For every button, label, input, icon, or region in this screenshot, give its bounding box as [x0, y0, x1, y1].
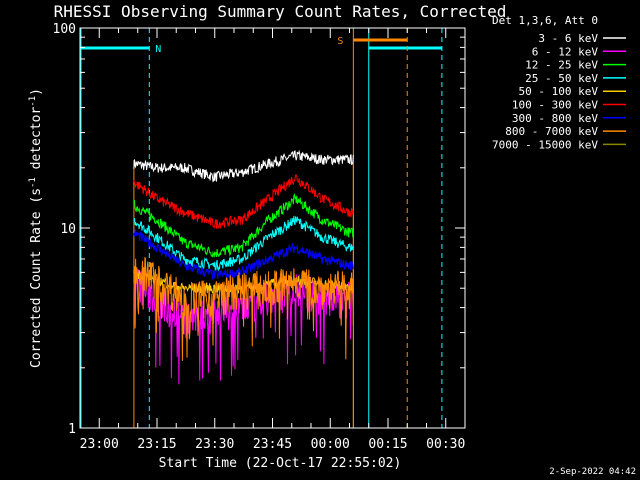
y-axis-label-end: ) [29, 88, 44, 96]
y-axis-label-main: Corrected Count Rate (s [29, 188, 44, 368]
timestamp: 2-Sep-2022 04:42 [549, 467, 636, 477]
series-line-2 [133, 215, 354, 272]
legend-label: 6 - 12 keV [532, 45, 599, 58]
series-line-0 [133, 149, 354, 183]
x-tick-label: 00:00 [311, 437, 350, 452]
legend-label: 7000 - 15000 keV [492, 138, 598, 151]
x-tick-label: 23:30 [195, 437, 234, 452]
y-axis-label-sup1: -1 [28, 177, 38, 188]
legend-label: 50 - 100 keV [519, 85, 599, 98]
y-axis-label-mid: detector [29, 107, 44, 178]
plot-area: NS [80, 28, 443, 428]
night-label: N [155, 44, 161, 55]
legend-header: Det 1,3,6, Att 0 [492, 14, 598, 27]
series-line-3 [133, 174, 354, 229]
y-axis-label: Corrected Count Rate (s-1 detector-1) [28, 88, 44, 368]
axes: 1 10 100 23:00 23:15 23:30 23:45 00:00 00:15 00:3… [53, 22, 466, 452]
x-axis-label: Start Time (22-Oct-17 22:55:02) [159, 456, 402, 471]
chart-title: RHESSI Observing Summary Count Rates, Co… [54, 2, 507, 21]
x-tick-label: 23:00 [80, 437, 119, 452]
y-axis-label-sup2: -1 [28, 96, 38, 107]
series-line-1 [133, 192, 354, 258]
x-tick-label: 23:45 [253, 437, 292, 452]
series-line-7 [133, 256, 354, 361]
legend-label: 3 - 6 keV [538, 32, 598, 45]
legend-label: 300 - 800 keV [512, 112, 598, 125]
x-tick-label: 23:15 [137, 437, 176, 452]
x-tick-label: 00:15 [368, 437, 407, 452]
y-tick-label: 10 [60, 222, 76, 237]
series-line-4 [133, 228, 354, 281]
x-tick-label: 00:30 [426, 437, 465, 452]
legend-label: 12 - 25 keV [525, 59, 598, 72]
y-tick-label: 1 [68, 422, 76, 437]
saa-label: S [337, 36, 343, 47]
legend-label: 800 - 7000 keV [505, 125, 598, 138]
legend-label: 100 - 300 keV [512, 99, 598, 112]
y-tick-label: 100 [53, 22, 76, 37]
legend-label: 25 - 50 keV [525, 72, 598, 85]
